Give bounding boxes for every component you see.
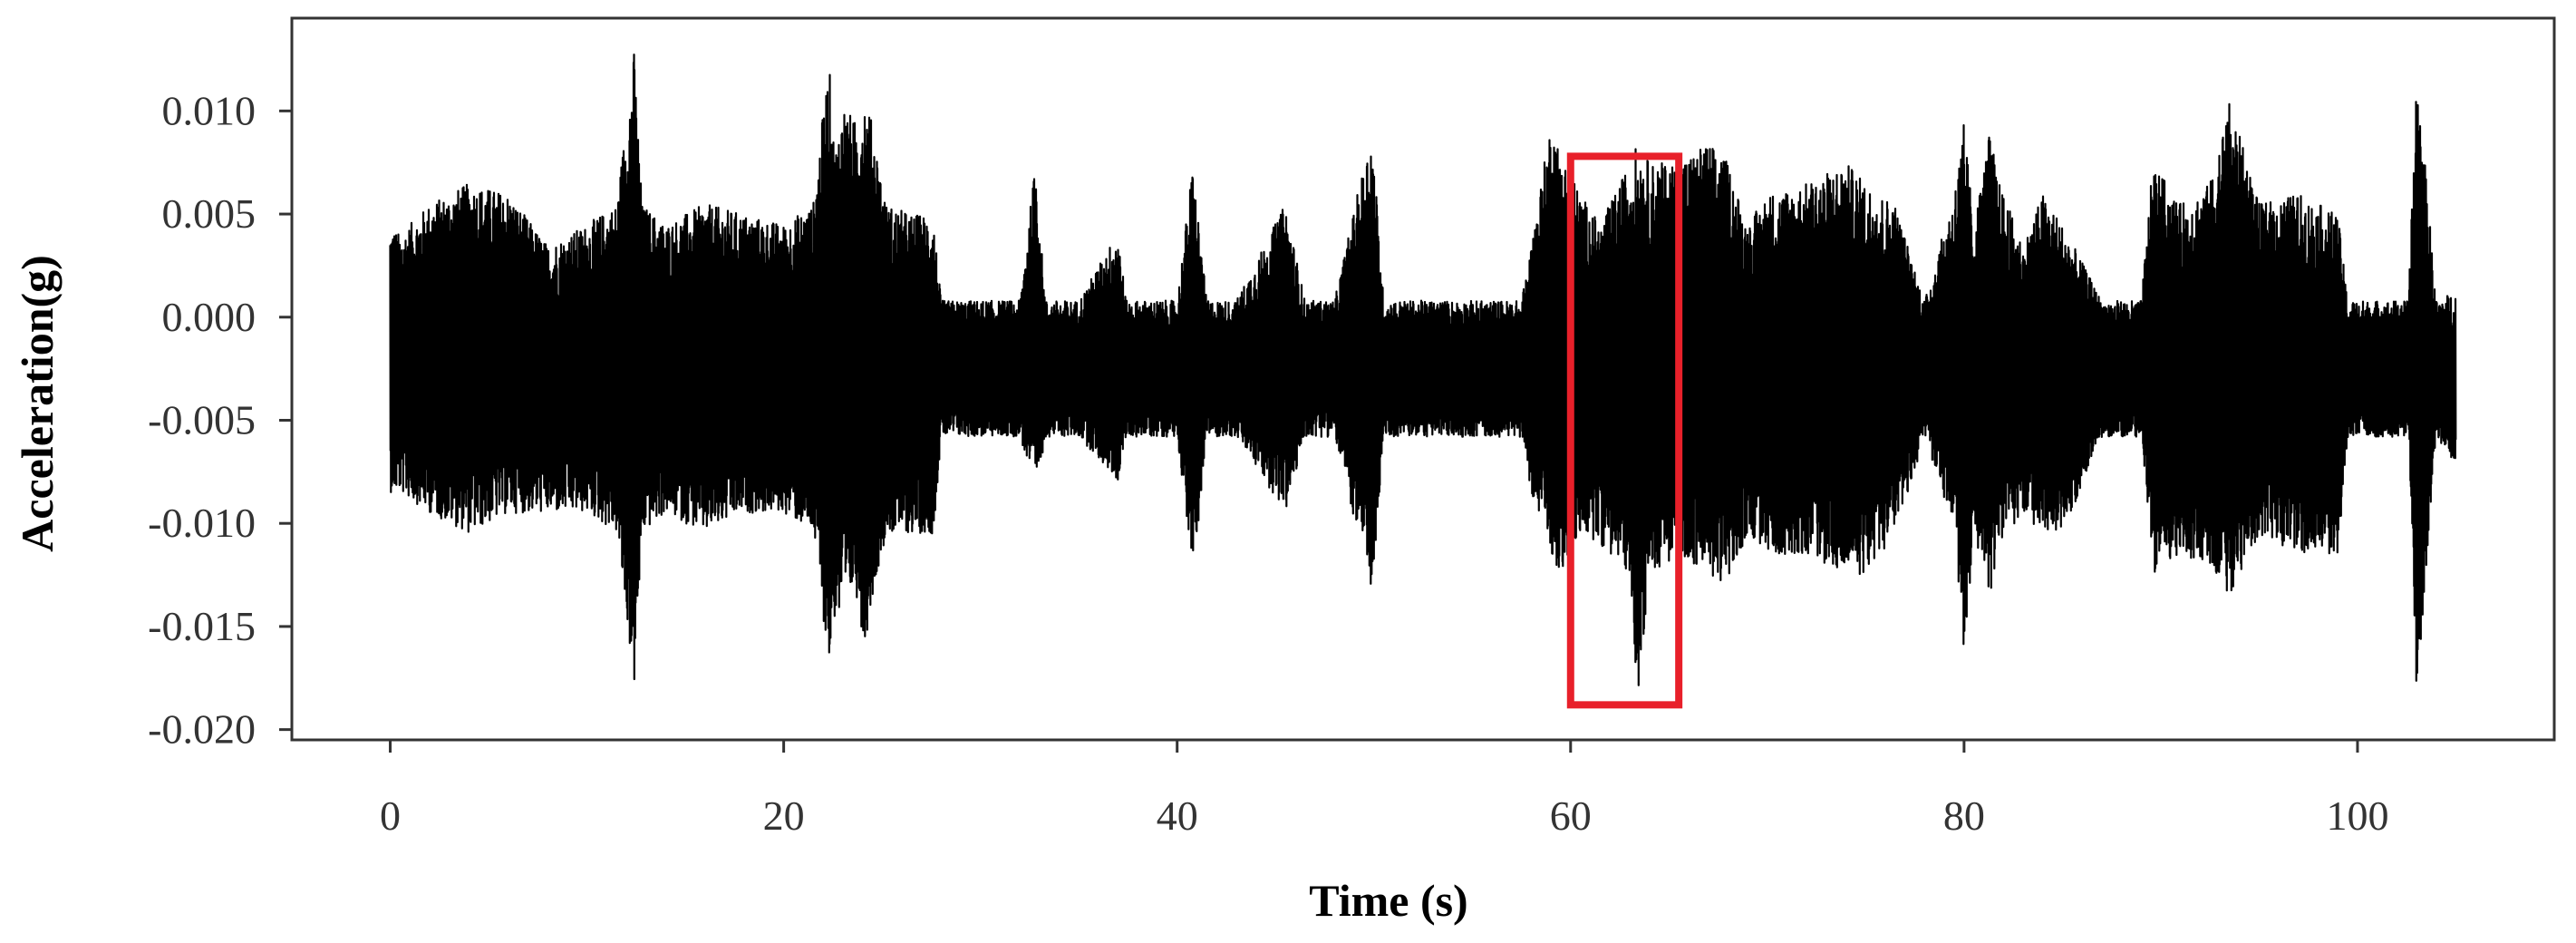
x-tick-label: 60 [1550, 792, 1592, 839]
signal-layer [389, 53, 2457, 686]
axes: 0 20 40 60 80 100 0.010 0.005 0.000 -0.005 -0.010 -… [148, 87, 2388, 839]
plot-border [290, 16, 2556, 742]
plot-frame [290, 16, 2556, 742]
y-tick-label: -0.010 [148, 500, 256, 546]
x-tick-label: 40 [1157, 792, 1198, 839]
x-tick-label: 80 [1943, 792, 1985, 839]
y-tick-label: 0.005 [162, 190, 257, 237]
y-tick-label: -0.005 [148, 396, 256, 442]
y-tick-label: -0.020 [148, 706, 256, 753]
y-axis-title: Acceleration(g) [12, 255, 63, 552]
x-tick-label: 0 [380, 792, 401, 839]
x-tick-label: 20 [763, 792, 805, 839]
x-tick-label: 100 [2326, 792, 2388, 839]
highlight-layer [1566, 152, 1683, 709]
y-tick-label: 0.010 [162, 87, 257, 133]
x-axis-title: Time (s) [1309, 875, 1467, 926]
highlight-box [1566, 152, 1683, 709]
acceleration-signal [389, 53, 2457, 686]
y-tick-label: 0.000 [162, 294, 257, 340]
y-tick-label: -0.015 [148, 603, 256, 649]
